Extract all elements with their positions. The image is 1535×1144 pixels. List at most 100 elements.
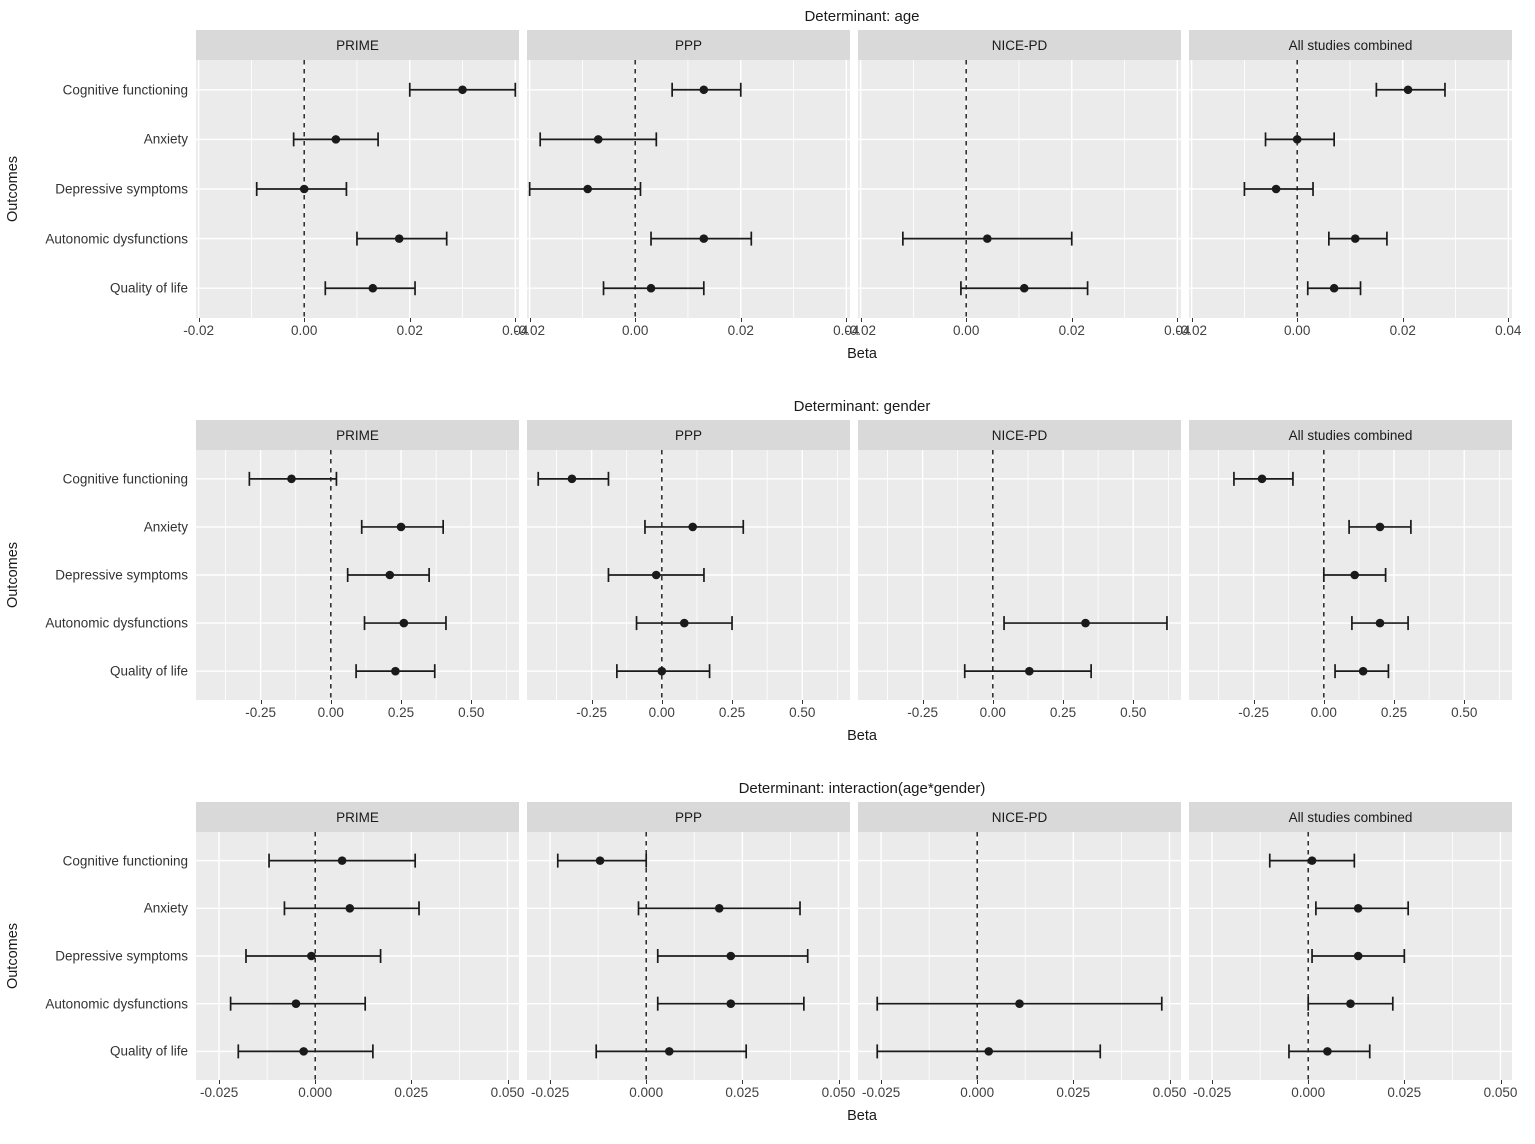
x-tick-label: -0.25 bbox=[245, 705, 276, 720]
outcome-axis-label: Cognitive functioning bbox=[62, 853, 188, 869]
beta-axis-label: Beta bbox=[847, 1108, 877, 1124]
point-estimate bbox=[291, 999, 301, 1008]
facet-strip-label: PRIME bbox=[336, 809, 379, 825]
x-tick-label: 0.050 bbox=[1483, 1085, 1518, 1100]
outcome-axis-label: Autonomic dysfunctions bbox=[45, 231, 188, 247]
x-tick-label: 0.025 bbox=[1056, 1085, 1091, 1100]
x-tick-label: 0.04 bbox=[502, 323, 529, 338]
panel-determinant-gender: Determinant: gender Outcomes Cognitive fu… bbox=[0, 390, 1535, 746]
x-tick-label: 0.050 bbox=[490, 1085, 525, 1100]
forest-plot-svg bbox=[527, 832, 850, 1080]
x-tick-mark bbox=[1071, 318, 1073, 322]
point-estimate bbox=[583, 184, 592, 194]
estimate-4 bbox=[960, 281, 1089, 296]
facet-strip-label: PPP bbox=[674, 427, 702, 443]
facet-strip: NICE-PD bbox=[858, 802, 1181, 832]
facet-grid: PRIME -0.25 0.00 0.25 0.50 PPP -0.25 0.00 0.25 0.… bbox=[196, 420, 1512, 726]
x-tick-label: -0.025 bbox=[861, 1085, 901, 1100]
x-tick-label: -0.025 bbox=[530, 1085, 570, 1100]
chart-area: Outcomes Cognitive functioning Anxiety Depr… bbox=[0, 420, 1535, 746]
point-estimate bbox=[1358, 666, 1368, 676]
x-tick-label: -0.025 bbox=[199, 1085, 239, 1100]
x-tick-label: 0.025 bbox=[1387, 1085, 1422, 1100]
point-estimate bbox=[699, 234, 709, 243]
chart-title: Determinant: gender bbox=[793, 398, 931, 415]
chart-row: Outcomes Cognitive functioning Anxiety Depr… bbox=[0, 802, 1535, 1106]
forest-plot-svg bbox=[858, 450, 1181, 700]
x-tick-label: 0.02 bbox=[1389, 323, 1416, 338]
point-estimate bbox=[726, 951, 736, 961]
point-estimate bbox=[1403, 85, 1413, 95]
point-estimate bbox=[983, 234, 992, 243]
x-tick-mark bbox=[881, 1080, 883, 1084]
point-estimate bbox=[1015, 999, 1024, 1008]
facet-strip-label: All studies combined bbox=[1288, 809, 1413, 825]
x-tick-label: 0.050 bbox=[821, 1085, 856, 1100]
facet-nice-pd: NICE-PD -0.02 0.00 0.02 0.04 bbox=[845, 30, 1190, 344]
x-tick-mark bbox=[304, 318, 306, 322]
x-tick-mark bbox=[1394, 700, 1395, 704]
x-tick-label: 0.00 bbox=[953, 323, 980, 338]
facet-strip: PRIME bbox=[196, 420, 519, 450]
estimate-2 bbox=[255, 182, 348, 196]
x-tick-mark bbox=[550, 1080, 552, 1084]
outcome-axis-label: Autonomic dysfunctions bbox=[45, 615, 188, 631]
facet-strip-label: All studies combined bbox=[1288, 37, 1413, 53]
panel-determinant-age: Determinant: age Outcomes Cognitive funct… bbox=[0, 0, 1535, 364]
point-estimate bbox=[1323, 1047, 1332, 1056]
beta-axis-label: Beta bbox=[847, 346, 877, 362]
estimate-2 bbox=[656, 949, 809, 963]
estimate-1 bbox=[360, 519, 445, 534]
x-tick-mark bbox=[1063, 700, 1064, 704]
outcome-axis-label: Autonomic dysfunctions bbox=[45, 996, 188, 1012]
point-estimate bbox=[657, 666, 667, 676]
estimate-3 bbox=[656, 996, 805, 1011]
x-tick-label: 0.02 bbox=[727, 323, 754, 338]
point-estimate bbox=[595, 856, 605, 865]
x-tick-mark bbox=[1212, 1080, 1214, 1084]
x-tick-mark bbox=[401, 700, 402, 704]
x-axis-ticks: -0.025 0.000 0.025 0.050 bbox=[858, 1080, 1186, 1106]
facet-strip: PRIME bbox=[196, 30, 519, 60]
x-tick-mark bbox=[846, 318, 848, 322]
outcome-axis-label: Quality of life bbox=[109, 280, 188, 296]
facet-grid: PRIME -0.025 0.000 0.025 0.050 PPP -0.025 0.000… bbox=[196, 802, 1517, 1106]
estimate-3 bbox=[1307, 996, 1394, 1011]
point-estimate bbox=[1292, 135, 1302, 144]
x-axis-ticks: -0.02 0.00 0.02 0.04 bbox=[845, 318, 1190, 344]
estimate-1 bbox=[644, 519, 745, 534]
x-tick-mark bbox=[1297, 318, 1299, 322]
x-tick-label: 0.02 bbox=[396, 323, 423, 338]
point-estimate bbox=[1271, 184, 1281, 194]
x-tick-label: 0.04 bbox=[1164, 323, 1191, 338]
estimate-0 bbox=[248, 471, 338, 486]
x-axis-ticks: -0.25 0.00 0.25 0.50 bbox=[858, 700, 1181, 726]
x-tick-mark bbox=[591, 700, 593, 704]
chart-row: Outcomes Cognitive functioning Anxiety Depr… bbox=[0, 30, 1535, 344]
facet-strip-label: PPP bbox=[674, 809, 702, 825]
estimate-2 bbox=[245, 949, 382, 963]
forest-plot-svg bbox=[196, 60, 519, 318]
outcome-axis-label: Cognitive functioning bbox=[62, 471, 188, 487]
facet-strip: All studies combined bbox=[1189, 30, 1512, 60]
x-tick-mark bbox=[1464, 700, 1466, 704]
x-tick-label: 0.000 bbox=[1291, 1085, 1326, 1100]
y-axis-title-column: Outcomes bbox=[0, 30, 26, 318]
point-estimate bbox=[651, 570, 661, 580]
x-tick-label: -0.25 bbox=[907, 705, 938, 720]
estimate-3 bbox=[1003, 616, 1168, 631]
x-tick-mark bbox=[802, 700, 804, 704]
point-estimate bbox=[984, 1047, 994, 1056]
outcomes-axis-label: Outcomes bbox=[5, 155, 21, 223]
outcome-labels-column: Cognitive functioning Anxiety Depressive s… bbox=[26, 802, 196, 1080]
estimate-0 bbox=[1233, 471, 1294, 486]
estimate-4 bbox=[616, 664, 711, 679]
estimate-0 bbox=[1375, 82, 1446, 97]
x-tick-mark bbox=[409, 318, 411, 322]
forest-plot-svg bbox=[1189, 450, 1512, 700]
x-axis-ticks: -0.025 0.000 0.025 0.050 bbox=[527, 1080, 855, 1106]
estimate-3 bbox=[650, 231, 753, 246]
x-axis-ticks: -0.025 0.000 0.025 0.050 bbox=[196, 1080, 524, 1106]
forest-plot-svg bbox=[196, 832, 519, 1080]
estimate-4 bbox=[355, 664, 436, 679]
